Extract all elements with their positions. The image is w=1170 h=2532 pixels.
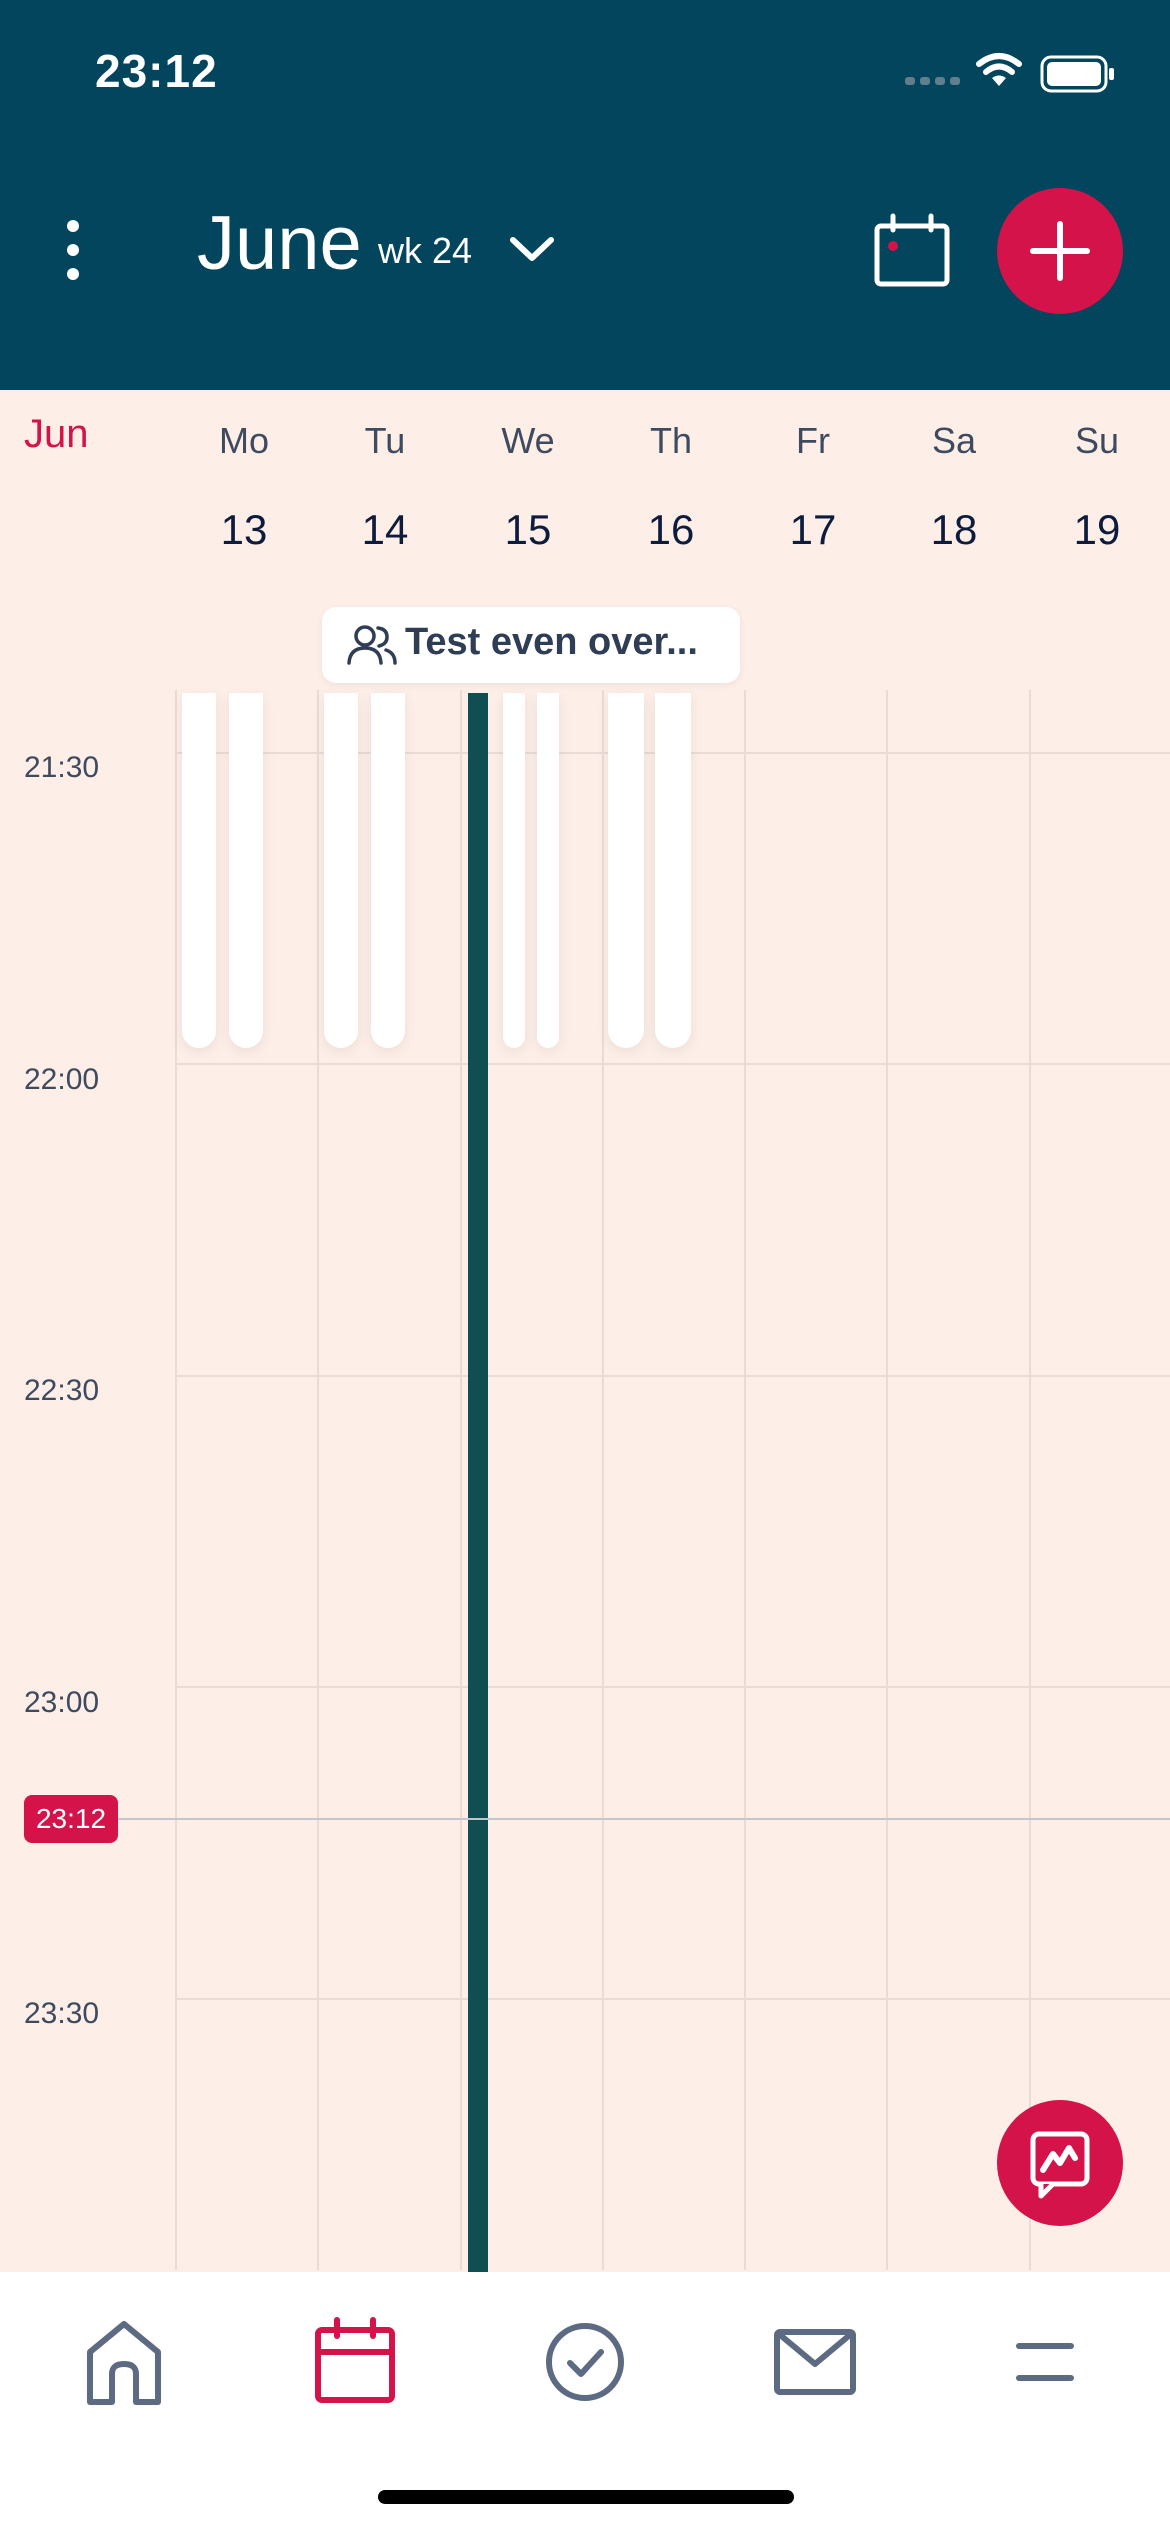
time-label: 23:30 — [24, 1997, 100, 2030]
day-name: Fr — [796, 420, 830, 461]
grid-line — [744, 690, 746, 2270]
status-time: 23:12 — [95, 45, 218, 97]
event-title: Test even over... — [405, 621, 698, 663]
day-name: Sa — [931, 420, 977, 461]
grid-line — [460, 690, 462, 2270]
day-name: Tu — [364, 420, 406, 461]
event-block[interactable] — [503, 693, 525, 1048]
today-calendar-icon[interactable] — [872, 212, 952, 290]
signal-icon — [905, 77, 960, 85]
event-block[interactable] — [182, 693, 216, 1048]
day-column-header[interactable]: We 15 — [468, 420, 588, 554]
grid-line — [175, 1375, 1170, 1377]
grid-line — [175, 1998, 1170, 2000]
home-icon[interactable] — [74, 2312, 174, 2412]
grid-line — [175, 690, 177, 2270]
event-block[interactable] — [371, 693, 405, 1048]
time-label: 23:00 — [24, 1686, 100, 1719]
event-block[interactable] — [537, 693, 559, 1048]
day-number: 17 — [789, 506, 837, 553]
grid-line — [175, 1063, 1170, 1065]
day-column-header[interactable]: Sa 18 — [894, 420, 1014, 554]
feedback-chart-icon — [1030, 2131, 1090, 2199]
feedback-button[interactable] — [997, 2100, 1123, 2226]
participants-icon — [347, 625, 397, 665]
day-column-header[interactable]: Fr 17 — [753, 420, 873, 554]
home-indicator — [378, 2490, 794, 2504]
event-block[interactable] — [229, 693, 263, 1048]
current-time-badge: 23:12 — [24, 1795, 118, 1843]
day-number: 18 — [930, 506, 978, 553]
grid-line — [175, 1686, 1170, 1688]
month-short-label: Jun — [24, 412, 89, 456]
current-time-line — [118, 1818, 1170, 1820]
check-circle-icon[interactable] — [535, 2312, 635, 2412]
grid-line — [1029, 690, 1031, 2270]
more-options-icon[interactable] — [52, 215, 98, 285]
day-number: 13 — [220, 506, 268, 553]
grid-line — [886, 690, 888, 2270]
bottom-navigation — [0, 2272, 1170, 2532]
day-name: Mo — [218, 420, 269, 461]
day-number: 19 — [1073, 506, 1121, 553]
time-label: 22:30 — [24, 1374, 100, 1407]
day-name: Su — [1074, 420, 1120, 461]
day-number: 15 — [504, 506, 552, 553]
app-header: 23:12 June wk 24 — [0, 0, 1170, 390]
chevron-down-icon[interactable] — [505, 232, 559, 266]
day-name: We — [501, 420, 555, 461]
today-indicator-bar — [468, 693, 488, 2273]
event-block[interactable] — [655, 693, 691, 1048]
week-label[interactable]: wk 24 — [378, 230, 473, 271]
wifi-icon — [976, 53, 1022, 86]
day-column-header[interactable]: Th 16 — [611, 420, 731, 554]
day-number: 14 — [361, 506, 409, 553]
time-label: 22:00 — [24, 1063, 100, 1096]
grid-line — [602, 690, 604, 2270]
add-event-button[interactable] — [997, 188, 1123, 314]
calendar-icon[interactable] — [305, 2312, 405, 2412]
time-label: 21:30 — [24, 751, 100, 784]
day-column-header[interactable]: Tu 14 — [325, 420, 445, 554]
day-name: Th — [649, 420, 692, 461]
grid-line — [317, 690, 319, 2270]
day-column-header[interactable]: Su 19 — [1037, 420, 1157, 554]
event-block[interactable] — [608, 693, 644, 1048]
battery-icon — [1040, 55, 1114, 93]
plus-icon — [1030, 221, 1090, 281]
mail-icon[interactable] — [765, 2312, 865, 2412]
day-number: 16 — [647, 506, 695, 553]
menu-icon[interactable] — [995, 2312, 1095, 2412]
all-day-event-chip[interactable]: Test even over... — [322, 607, 740, 683]
day-column-header[interactable]: Mo 13 — [184, 420, 304, 554]
month-title[interactable]: June — [197, 201, 362, 286]
event-block[interactable] — [324, 693, 358, 1048]
